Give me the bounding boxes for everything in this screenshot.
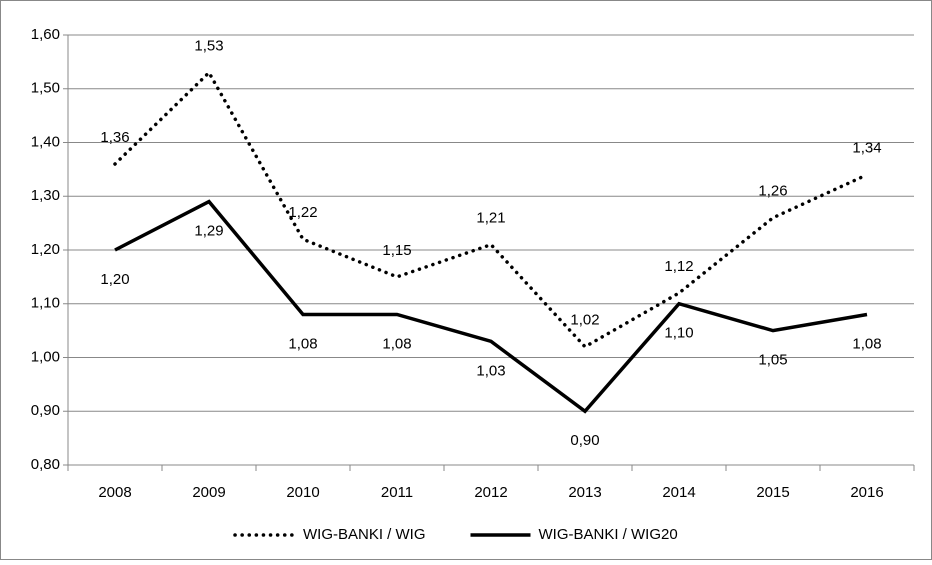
data-label: 1,21 bbox=[476, 210, 505, 227]
data-label: 1,26 bbox=[758, 183, 787, 200]
y-tick-label: 1,30 bbox=[31, 187, 60, 204]
data-label: 1,22 bbox=[288, 204, 317, 221]
data-label: 1,03 bbox=[476, 362, 505, 379]
data-label: 1,02 bbox=[570, 312, 599, 329]
line-series bbox=[114, 199, 868, 414]
x-tick-label: 2009 bbox=[192, 484, 225, 501]
data-label: 1,05 bbox=[758, 352, 787, 369]
data-label: 1,29 bbox=[194, 223, 223, 240]
x-tick-label: 2010 bbox=[286, 484, 319, 501]
y-tick-label: 1,50 bbox=[31, 80, 60, 97]
y-tick-label: 0,80 bbox=[31, 456, 60, 473]
data-label: 1,36 bbox=[100, 129, 129, 146]
line-series bbox=[113, 69, 869, 349]
y-tick-label: 1,00 bbox=[31, 348, 60, 365]
data-label: 1,08 bbox=[288, 335, 317, 352]
data-label: 0,90 bbox=[570, 432, 599, 449]
legend-label: WIG-BANKI / WIG20 bbox=[539, 526, 678, 543]
y-tick-label: 1,20 bbox=[31, 241, 60, 258]
y-tick-label: 1,10 bbox=[31, 295, 60, 312]
y-tick-label: 0,90 bbox=[31, 402, 60, 419]
x-tick-label: 2014 bbox=[662, 484, 695, 501]
legend-label: WIG-BANKI / WIG bbox=[303, 526, 426, 543]
data-label: 1,08 bbox=[382, 335, 411, 352]
x-tick-label: 2011 bbox=[381, 484, 413, 501]
data-label: 1,08 bbox=[852, 335, 881, 352]
x-tick-label: 2015 bbox=[756, 484, 789, 501]
data-label: 1,34 bbox=[852, 140, 881, 157]
data-label: 1,15 bbox=[382, 242, 411, 259]
data-label: 1,12 bbox=[664, 258, 693, 275]
x-tick-label: 2013 bbox=[568, 484, 601, 501]
x-tick-label: 2012 bbox=[474, 484, 507, 501]
data-label: 1,20 bbox=[100, 271, 129, 288]
x-tick-label: 2008 bbox=[98, 484, 131, 501]
x-tick-label: 2016 bbox=[850, 484, 883, 501]
data-label: 1,10 bbox=[664, 325, 693, 342]
data-label: 1,53 bbox=[194, 38, 223, 55]
y-tick-label: 1,60 bbox=[31, 26, 60, 43]
y-tick-label: 1,40 bbox=[31, 133, 60, 150]
